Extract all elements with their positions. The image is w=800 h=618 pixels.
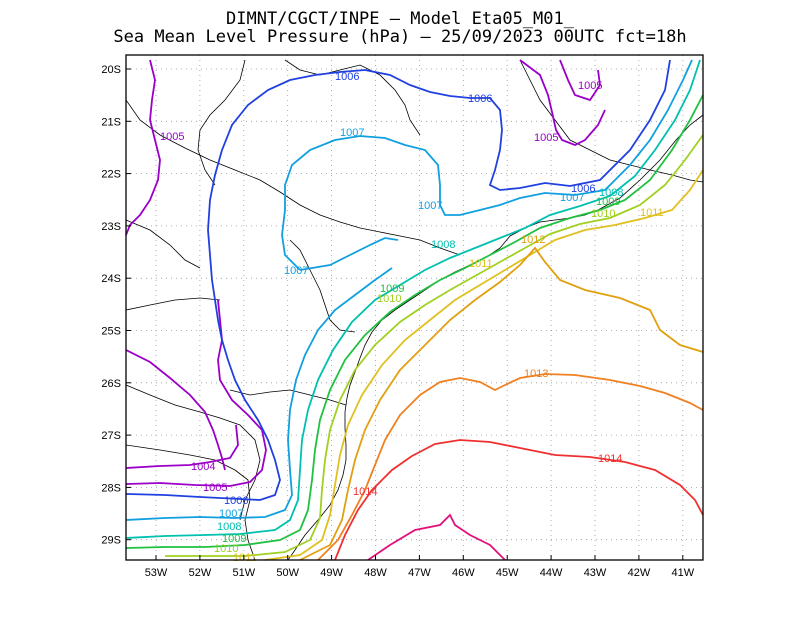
isobar-1007: [125, 59, 693, 521]
contour-label: 1006: [335, 71, 359, 83]
lat-tick-label: 20S: [101, 64, 121, 76]
isobar-1008: [125, 59, 701, 539]
isobar-1005-west: [125, 59, 226, 471]
isobar-1013: [317, 373, 704, 561]
state-border: [284, 59, 421, 136]
contour-label: 1004: [191, 461, 215, 473]
contour-label: 1006: [468, 93, 492, 105]
contour-label: 1014: [353, 486, 377, 498]
contour-label: 1011: [233, 552, 257, 564]
lon-tick-label: 44W: [540, 567, 563, 579]
state-border: [519, 59, 704, 183]
state-border: [125, 384, 261, 521]
lon-tick-label: 49W: [320, 567, 343, 579]
lat-tick-label: 29S: [101, 535, 121, 547]
contour-label: 1008: [217, 521, 241, 533]
map-frame: [125, 54, 704, 561]
isobar-1014: [334, 439, 704, 561]
lon-tick-label: 53W: [145, 567, 168, 579]
contour-label: 1013: [524, 368, 548, 380]
lon-tick-label: 42W: [628, 567, 651, 579]
contour-label: 1010: [591, 208, 615, 220]
contour-label: 1007: [560, 192, 584, 204]
isobar-1004: [125, 424, 239, 469]
map-title-line-1: DIMNT/CGCT/INPE – Model Eta05_M01_: [226, 9, 574, 29]
lat-tick-label: 26S: [101, 378, 121, 390]
contour-label: 1011: [469, 258, 493, 270]
isobar-1010: [165, 134, 704, 557]
contour-label: 1010: [214, 543, 238, 555]
contour-label: 1009: [596, 196, 620, 208]
lat-tick-label: 27S: [101, 430, 121, 442]
contour-label: 1011: [640, 207, 664, 219]
coastline: [287, 114, 704, 561]
contour-label: 1006: [571, 183, 595, 195]
isobar-1009: [125, 94, 704, 549]
isobar-1011: [264, 169, 704, 561]
lon-tick-label: 47W: [408, 567, 431, 579]
lon-tick-label: 46W: [452, 567, 475, 579]
contour-label: 1007: [219, 508, 243, 520]
state-border: [125, 219, 201, 269]
state-border: [229, 389, 347, 406]
contour-label: 1007: [340, 127, 364, 139]
contour-label: 1007: [284, 265, 308, 277]
lat-tick-label: 21S: [101, 116, 121, 128]
latitude-axis: 20S 21S 22S 23S 24S 25S 26S 27S 28S 29S: [101, 64, 131, 547]
contour-label: 1006: [224, 495, 248, 507]
lon-tick-label: 51W: [232, 567, 255, 579]
contour-label: 1005: [203, 482, 227, 494]
state-border: [125, 99, 461, 256]
lon-tick-label: 48W: [364, 567, 387, 579]
lon-tick-label: 52W: [189, 567, 212, 579]
isobar-1005-south: [125, 299, 267, 487]
contour-label: 1014: [598, 453, 622, 465]
lat-tick-label: 24S: [101, 273, 121, 285]
isobar-1005-east: [519, 59, 606, 146]
contour-label: 1008: [599, 187, 623, 199]
lat-tick-label: 22S: [101, 169, 121, 181]
state-border: [197, 59, 246, 186]
isobar-1015: [367, 513, 506, 561]
contour-label: 1005: [578, 80, 602, 92]
isobar-1006: [125, 59, 671, 501]
isobar-1012: [299, 246, 704, 561]
contour-label: 1005: [534, 132, 558, 144]
contour-labels: 1005 1005 1005 1004 1005 1006 1006 1006 …: [160, 71, 664, 564]
contour-label: 1010: [377, 293, 401, 305]
state-border: [289, 239, 356, 333]
contour-label: 1005: [160, 131, 184, 143]
lon-tick-label: 45W: [496, 567, 519, 579]
state-border: [125, 297, 221, 311]
contour-label: 1008: [431, 239, 455, 251]
lon-tick-label: 43W: [584, 567, 607, 579]
lon-tick-label: 41W: [671, 567, 694, 579]
contour-label: 1009: [222, 533, 246, 545]
lat-tick-label: 23S: [101, 221, 121, 233]
lon-tick-label: 50W: [276, 567, 299, 579]
map-title-line-2: Sea Mean Level Pressure (hPa) – 25/09/20…: [113, 27, 687, 47]
contour-label: 1009: [380, 283, 404, 295]
contour-label: 1007: [418, 200, 442, 212]
lat-tick-label: 25S: [101, 326, 121, 338]
contour-label: 1012: [521, 234, 545, 246]
lat-tick-label: 28S: [101, 482, 121, 494]
country-border: [125, 444, 256, 561]
longitude-axis: 53W 52W 51W 50W 49W 48W 47W 46W 45W 44W 43W 42W 41W: [145, 555, 695, 579]
